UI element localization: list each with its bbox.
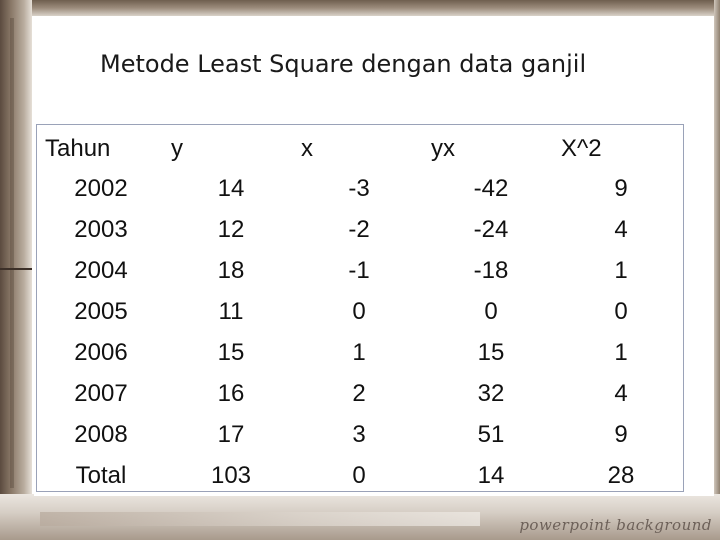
table-row-y-cell: 15 <box>217 339 245 366</box>
slide-title: Metode Least Square dengan data ganjil <box>100 50 587 78</box>
table-row-tahun-cell: 2003 <box>74 216 128 243</box>
table-row-x-cell: 2 <box>352 380 366 407</box>
bottom-strip-decoration <box>40 512 480 526</box>
table-row-y-cell: 16 <box>217 380 245 407</box>
table-row-x2-cell: 0 <box>614 298 628 325</box>
table-row-yx-cell: -18 <box>473 257 509 284</box>
table-row-y-cell: 12 <box>217 216 245 243</box>
frame-top-decoration <box>0 0 720 16</box>
header-y: y <box>171 135 183 162</box>
data-table: Tahun y x yx X^2 2002 14 -3 -42 9 2003 12 -2 -24… <box>36 124 684 492</box>
table-row-yx-cell: 51 <box>477 421 505 448</box>
table-row-yx-cell: 0 <box>484 298 498 325</box>
header-x: x <box>301 135 313 162</box>
table-row-tahun-cell: 2008 <box>74 421 128 448</box>
table-row-yx-cell: -24 <box>473 216 509 243</box>
table-row-y-cell: 18 <box>217 257 245 284</box>
table-row-x2-cell: 4 <box>614 380 628 407</box>
header-yx: yx <box>431 135 455 162</box>
table-row-tahun-cell: 2004 <box>74 257 128 284</box>
table-row-tahun-cell: 2007 <box>74 380 128 407</box>
table-row-yx-cell: 15 <box>477 339 505 366</box>
table-row-x2-cell: 9 <box>614 421 628 448</box>
table-row-yx-cell: -42 <box>473 175 509 202</box>
table-row-total-yx-cell: 14 <box>477 462 505 489</box>
table-row-x-cell: -3 <box>348 175 370 202</box>
table-row-y-cell: 17 <box>217 421 245 448</box>
table-row-x-cell: -2 <box>348 216 370 243</box>
watermark-logo: powerpoint background <box>519 516 712 534</box>
table-row-tahun-cell: 2006 <box>74 339 128 366</box>
table-row-x2-cell: 1 <box>614 257 628 284</box>
table-row-y-cell: 11 <box>218 298 244 325</box>
frame-left-line-decoration <box>0 268 32 270</box>
frame-left-strip-decoration <box>10 18 14 488</box>
table-row-total-x-cell: 0 <box>352 462 366 489</box>
table-row-total-y-cell: 103 <box>210 462 252 489</box>
table-row-x-cell: 1 <box>352 339 366 366</box>
table-row-x2-cell: 1 <box>614 339 628 366</box>
frame-left-decoration <box>0 0 32 540</box>
frame-right-decoration <box>714 0 720 540</box>
table-row-x2-cell: 9 <box>614 175 628 202</box>
header-tahun: Tahun <box>45 135 111 162</box>
table-row-x-cell: 0 <box>352 298 366 325</box>
table-row-y-cell: 14 <box>217 175 245 202</box>
table-row-x-cell: -1 <box>348 257 370 284</box>
table-row-tahun-cell: 2002 <box>74 175 128 202</box>
table-row-x2-cell: 4 <box>614 216 628 243</box>
table-row-yx-cell: 32 <box>477 380 505 407</box>
table-row-total-tahun-cell: Total <box>75 462 127 489</box>
table-row-x-cell: 3 <box>352 421 366 448</box>
header-x-squared: X^2 <box>561 135 602 162</box>
table-row-total-x2-cell: 28 <box>607 462 635 489</box>
table-row-tahun-cell: 2005 <box>74 298 128 325</box>
